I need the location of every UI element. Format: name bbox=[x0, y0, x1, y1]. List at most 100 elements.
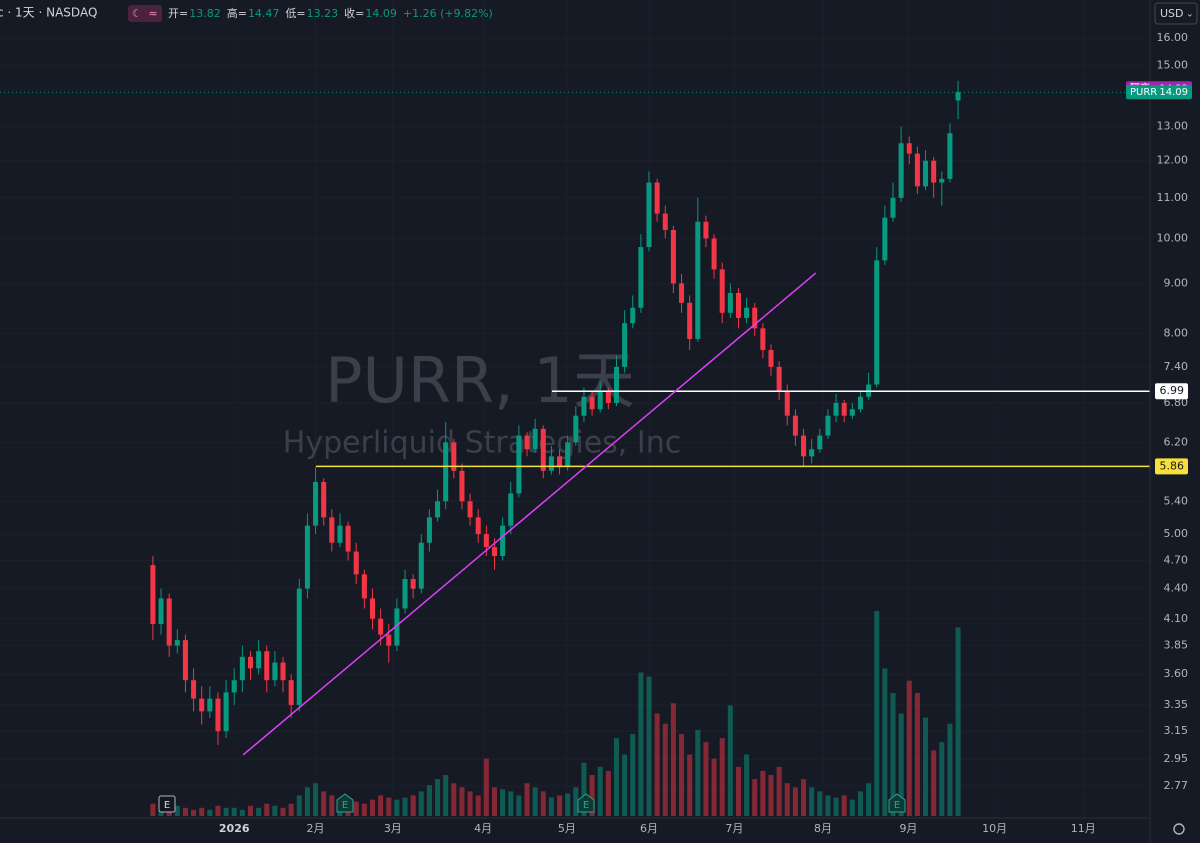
earnings-marker[interactable]: E bbox=[577, 793, 595, 813]
y-tick-label: 4.10 bbox=[1164, 612, 1189, 625]
candle-body bbox=[296, 588, 302, 705]
candle-body bbox=[353, 551, 359, 575]
earnings-marker[interactable]: E bbox=[888, 793, 906, 813]
watermark: PURR, 1天 bbox=[325, 344, 635, 417]
volume-bar bbox=[329, 795, 335, 816]
candle-body bbox=[548, 456, 554, 471]
y-tick-label: 3.60 bbox=[1164, 667, 1189, 680]
candle-body bbox=[435, 501, 441, 518]
level-label: 5.86 bbox=[1160, 459, 1185, 472]
candle-body bbox=[898, 143, 904, 198]
candle-body bbox=[882, 217, 888, 261]
candle-body bbox=[150, 565, 156, 625]
candle-body bbox=[231, 680, 237, 693]
y-tick-label: 3.15 bbox=[1164, 724, 1189, 737]
volume-bar bbox=[801, 779, 807, 816]
candle-body bbox=[565, 442, 571, 468]
candle-body bbox=[483, 534, 489, 548]
trendline bbox=[242, 272, 817, 756]
volume-bar bbox=[264, 803, 270, 816]
volume-bar bbox=[727, 705, 733, 816]
volume-bar bbox=[150, 803, 156, 816]
candle-body bbox=[817, 435, 823, 450]
status-badge[interactable] bbox=[128, 5, 162, 22]
ohlc-label: 收= bbox=[344, 6, 364, 20]
candle-body bbox=[459, 470, 465, 502]
ohlc-change: +1.26 (+9.82%) bbox=[403, 7, 493, 20]
y-tick-label: 2.77 bbox=[1164, 779, 1189, 792]
currency-button[interactable] bbox=[1154, 2, 1198, 25]
candle-body bbox=[857, 396, 863, 410]
x-tick-label: 2026 bbox=[219, 822, 250, 835]
candle-body bbox=[410, 579, 416, 589]
volume-bar bbox=[874, 611, 880, 816]
marker-box bbox=[888, 793, 906, 813]
watermark-subtitle: Hyperliquid Strategies, Inc bbox=[283, 426, 681, 461]
candle-body bbox=[703, 221, 709, 239]
candle-body bbox=[199, 698, 205, 712]
volume-bar bbox=[378, 795, 384, 816]
marker-label: E bbox=[164, 800, 170, 811]
volume-bar bbox=[809, 787, 815, 816]
y-tick-label: 3.85 bbox=[1164, 639, 1189, 652]
candle-body bbox=[784, 390, 790, 416]
candle-body bbox=[467, 501, 473, 518]
candle-body bbox=[313, 481, 319, 526]
symbol-line: c · 1天 · NASDAQ bbox=[0, 6, 97, 20]
y-tick-label: 12.00 bbox=[1157, 154, 1189, 167]
volume-bar bbox=[679, 734, 685, 816]
candle-body bbox=[182, 640, 188, 681]
volume-bar bbox=[402, 797, 408, 816]
volume-bar bbox=[760, 770, 766, 816]
marker-label: E bbox=[894, 800, 900, 811]
candle-body bbox=[890, 197, 896, 218]
candle-body bbox=[792, 415, 798, 436]
volume-bar bbox=[906, 680, 912, 816]
candle-body bbox=[727, 292, 733, 313]
candle-body bbox=[947, 133, 953, 179]
candle-body bbox=[695, 221, 701, 340]
volume-bar bbox=[426, 785, 432, 816]
level-label-box bbox=[1155, 458, 1188, 475]
volume-bar bbox=[483, 758, 489, 816]
plot bbox=[0, 80, 1150, 816]
volume-bar bbox=[833, 797, 839, 816]
ohlc-label: 低= bbox=[285, 7, 305, 20]
candle-body bbox=[711, 238, 717, 270]
x-tick-label: 6月 bbox=[640, 822, 658, 835]
y-tick-label: 4.70 bbox=[1164, 554, 1189, 567]
candle-body bbox=[573, 415, 579, 443]
candle-body bbox=[215, 698, 221, 732]
settings-icon[interactable] bbox=[1173, 823, 1185, 835]
volume-bar bbox=[524, 783, 530, 816]
candle-body bbox=[581, 396, 587, 416]
candle-body bbox=[378, 618, 384, 635]
volume-bar bbox=[605, 770, 611, 816]
candle-body bbox=[304, 525, 310, 589]
volume-bar bbox=[573, 787, 579, 816]
candle-body bbox=[500, 525, 506, 556]
earnings-marker[interactable]: E bbox=[336, 793, 354, 813]
y-tick-label: 9.00 bbox=[1164, 276, 1189, 289]
volume-bar bbox=[565, 793, 571, 816]
candle-body bbox=[589, 396, 595, 410]
volume-bar bbox=[752, 779, 758, 816]
earnings-marker[interactable]: E bbox=[158, 795, 176, 813]
y-tick-label: 16.00 bbox=[1157, 31, 1189, 44]
volume-bar bbox=[662, 723, 668, 816]
candle-body bbox=[288, 680, 294, 705]
marker-box bbox=[158, 795, 176, 813]
volume-bar bbox=[288, 803, 294, 816]
candle-body bbox=[207, 698, 213, 712]
volume-bar bbox=[931, 750, 937, 816]
x-tick-label: 4月 bbox=[474, 822, 492, 835]
candle-body bbox=[735, 292, 741, 318]
candle-body bbox=[402, 579, 408, 609]
candle-body bbox=[914, 153, 920, 187]
candle-body bbox=[256, 651, 262, 669]
candle-body bbox=[760, 328, 766, 350]
candle-body bbox=[524, 435, 530, 450]
volume-bar bbox=[239, 809, 245, 816]
volume-bar bbox=[866, 783, 872, 816]
candle-body bbox=[752, 307, 758, 329]
